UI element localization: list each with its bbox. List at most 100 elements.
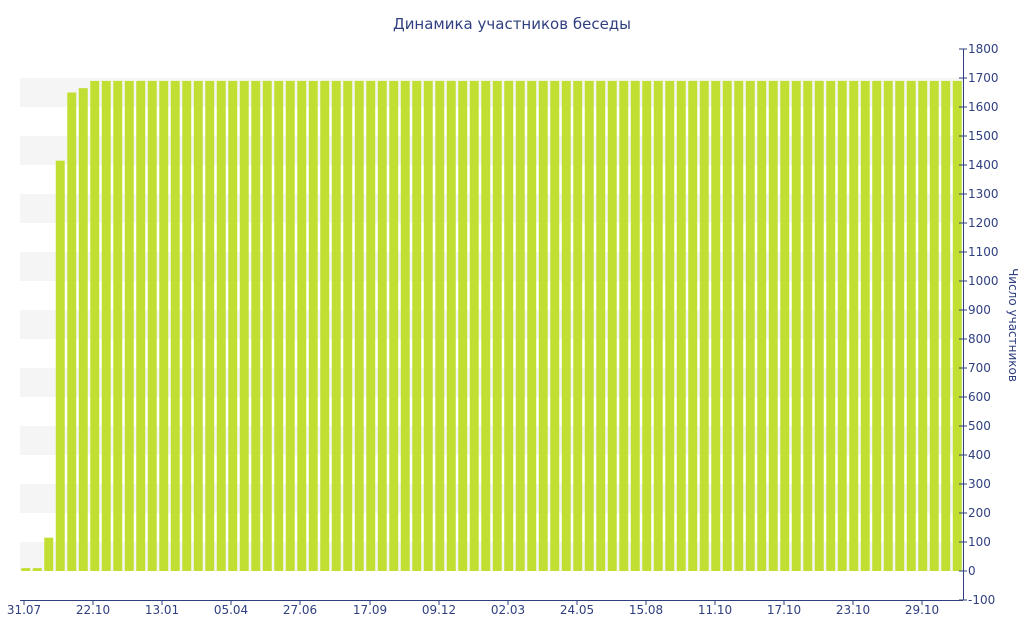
x-tick-label: 11.10 [698, 603, 732, 617]
y-tick-label: 1800 [968, 42, 999, 56]
bar [780, 80, 790, 572]
bar [412, 80, 422, 572]
bar [308, 80, 318, 572]
x-tick-label: 29.10 [905, 603, 939, 617]
x-tick-label: 24.05 [560, 603, 594, 617]
bar [331, 80, 341, 572]
x-tick-label: 15.08 [629, 603, 663, 617]
bar [688, 80, 698, 572]
bar [458, 80, 468, 572]
x-tick-label: 23.10 [836, 603, 870, 617]
y-tick-label: 1200 [968, 216, 999, 230]
bar [642, 80, 652, 572]
y-tick-label: 1000 [968, 274, 999, 288]
bar [492, 80, 502, 572]
x-tick-label: 13.01 [145, 603, 179, 617]
bar [630, 80, 640, 572]
bar [745, 80, 755, 572]
bar [320, 80, 330, 572]
bar [136, 80, 146, 572]
bar [216, 80, 226, 572]
bar [676, 80, 686, 572]
bar [67, 92, 77, 571]
y-tick-label: 800 [968, 332, 991, 346]
x-axis-ticks: 31.07 22.10 13.01 05.04 27.06 17.09 09.12 02.03… [7, 600, 939, 617]
bar [860, 80, 870, 572]
bar [435, 80, 445, 572]
y-tick-label: 100 [968, 535, 991, 549]
bar [883, 80, 893, 572]
bar [262, 80, 272, 572]
bar [665, 80, 675, 572]
y-tick-label: 400 [968, 448, 991, 462]
bar [596, 80, 606, 572]
y-axis-ticks: -100 0 100 200 300 400 500 600 700 800 900 1000 1100… [959, 42, 999, 607]
bar [527, 80, 537, 572]
bar [791, 80, 801, 572]
x-tick-label: 05.04 [214, 603, 248, 617]
y-tick-label: 1400 [968, 158, 999, 172]
bar [239, 80, 249, 572]
y-tick-label: 700 [968, 361, 991, 375]
bar [550, 80, 560, 572]
bar [101, 80, 111, 572]
bar [423, 80, 433, 572]
bar [653, 80, 663, 572]
bar [538, 80, 548, 572]
bar [32, 568, 42, 571]
bar [90, 80, 100, 572]
bar [757, 80, 767, 572]
y-tick-label: 0 [968, 564, 976, 578]
bar [274, 80, 284, 572]
bar [170, 80, 180, 572]
bar [803, 80, 813, 572]
bar [895, 80, 905, 572]
bar [607, 80, 617, 572]
bar-series [21, 80, 962, 572]
bar [722, 80, 732, 572]
bar [205, 80, 215, 572]
bar [159, 80, 169, 572]
bar [619, 80, 629, 572]
bar [113, 80, 123, 572]
bar [711, 80, 721, 572]
bar [699, 80, 709, 572]
bar [55, 160, 65, 571]
bar [768, 80, 778, 572]
y-tick-label: 1700 [968, 71, 999, 85]
bar [918, 80, 928, 572]
y-tick-label: 300 [968, 477, 991, 491]
bar [147, 80, 157, 572]
bar [343, 80, 353, 572]
bar [446, 80, 456, 572]
bar [837, 80, 847, 572]
x-tick-label: 22.10 [76, 603, 110, 617]
bar [377, 80, 387, 572]
y-tick-label: 200 [968, 506, 991, 520]
bar [584, 80, 594, 572]
y-tick-label: 1100 [968, 245, 999, 259]
y-tick-label: 600 [968, 390, 991, 404]
bar [929, 80, 939, 572]
x-tick-label: 17.10 [767, 603, 801, 617]
bar [366, 80, 376, 572]
chart-title: Динамика участников беседы [393, 15, 631, 33]
bar [734, 80, 744, 572]
bar [44, 537, 54, 571]
bar [481, 80, 491, 572]
bar [872, 80, 882, 572]
bar [952, 80, 962, 572]
x-tick-label: 27.06 [283, 603, 317, 617]
bar [515, 80, 525, 572]
x-tick-label: 02.03 [491, 603, 525, 617]
bar [285, 80, 295, 572]
bar [78, 88, 88, 572]
bar [389, 80, 399, 572]
bar [251, 80, 261, 572]
bar [297, 80, 307, 572]
bar [182, 80, 192, 572]
y-tick-label: 900 [968, 303, 991, 317]
bar [400, 80, 410, 572]
